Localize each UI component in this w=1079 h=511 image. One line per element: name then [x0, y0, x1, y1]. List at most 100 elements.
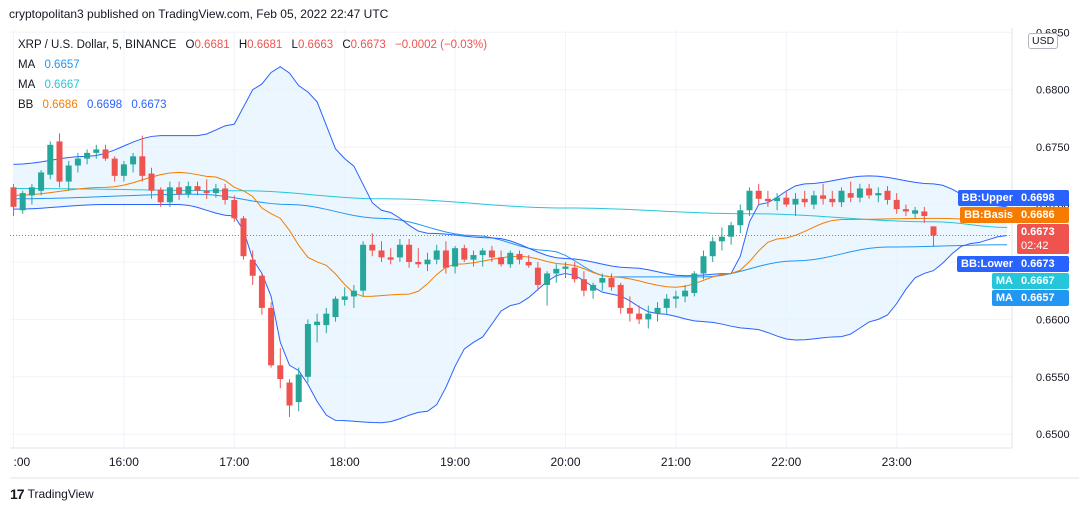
candle-body: [442, 250, 449, 268]
candle: [599, 273, 606, 291]
candle: [728, 221, 735, 245]
candle-body: [783, 197, 790, 205]
candle-body: [396, 244, 403, 258]
candle-body: [323, 313, 330, 326]
candle: [498, 250, 505, 267]
legend-bb-upper: 0.6698: [86, 99, 123, 111]
candle: [534, 261, 541, 291]
y-tick-label: 0.6800: [1036, 85, 1070, 97]
x-tick-label: 23:00: [882, 455, 912, 469]
candle-body: [810, 195, 817, 205]
candle-body: [590, 284, 597, 291]
candle-body: [304, 323, 311, 377]
candle-body: [774, 197, 781, 202]
candle-body: [820, 195, 827, 199]
y-tick-label: 0.6750: [1036, 142, 1070, 154]
candle-body: [856, 188, 863, 198]
candle: [433, 244, 440, 265]
legend-bb-basis: 0.6686: [42, 99, 78, 111]
candle-body: [470, 255, 477, 260]
legend-symbol[interactable]: XRP / U.S. Dollar, 5, BINANCE: [18, 39, 177, 51]
candle-body: [562, 266, 569, 269]
candle-body: [700, 256, 707, 274]
candle-body: [424, 259, 431, 265]
legend-bb-lower: 0.6673: [131, 99, 167, 111]
candle: [479, 248, 486, 267]
candle: [626, 296, 633, 322]
publisher-line: cryptopolitan3 published on TradingView.…: [9, 7, 389, 21]
candle: [222, 183, 229, 205]
candle: [691, 271, 698, 297]
candle: [38, 170, 45, 196]
candle-body: [838, 190, 845, 203]
candle-body: [295, 374, 302, 403]
candle: [875, 187, 882, 203]
candle-body: [84, 152, 91, 159]
candle: [893, 193, 900, 214]
candle: [930, 226, 937, 248]
candle-body: [746, 190, 753, 211]
legend-ma-teal-row[interactable]: MA 0.6667: [18, 75, 493, 95]
candle-body: [406, 244, 413, 262]
candle: [19, 190, 26, 214]
candle-body: [461, 248, 468, 260]
candle: [884, 186, 891, 205]
tradingview-brand[interactable]: 17 TradingView: [10, 486, 94, 502]
candle-body: [866, 188, 873, 196]
candle-body: [479, 250, 486, 256]
candle-body: [507, 252, 514, 265]
candle: [544, 271, 551, 306]
candle: [571, 261, 578, 283]
candles: [10, 133, 937, 417]
candle-body: [350, 290, 357, 297]
candle: [654, 302, 661, 322]
candle-body: [139, 156, 146, 176]
candle-body: [718, 236, 725, 242]
x-tick-label: 17:00: [219, 455, 249, 469]
candle: [755, 183, 762, 205]
candle: [139, 135, 146, 182]
candle: [672, 290, 679, 308]
candle: [65, 160, 72, 191]
candle: [737, 204, 744, 234]
candle: [341, 287, 348, 306]
candle: [10, 183, 17, 217]
candle: [231, 195, 238, 222]
candle: [746, 187, 753, 217]
candle-body: [534, 267, 541, 285]
candle: [921, 206, 928, 223]
candle: [452, 245, 459, 274]
candle-body: [488, 250, 495, 258]
candle-body: [10, 187, 17, 207]
candle: [28, 183, 35, 205]
legend-bb-row[interactable]: BB 0.6686 0.6698 0.6673: [18, 95, 493, 115]
x-tick-label: 18:00: [330, 455, 360, 469]
legend-ma-blue-row[interactable]: MA 0.6657: [18, 55, 493, 75]
candle-body: [452, 248, 459, 267]
candle-body: [19, 193, 26, 211]
candle: [332, 296, 339, 322]
candle: [148, 167, 155, 199]
candle: [166, 181, 173, 207]
candle-body: [847, 193, 854, 198]
candle-body: [130, 156, 137, 165]
candle: [314, 313, 321, 343]
candle: [406, 239, 413, 268]
candle-body: [74, 158, 81, 166]
y-tick-label: 0.6550: [1036, 372, 1070, 384]
tag-bb-upper: BB:Upper 0.6698: [957, 190, 1069, 206]
legend-change: −0.0002 (−0.03%): [395, 39, 488, 51]
candle: [47, 141, 54, 180]
candle: [608, 273, 615, 291]
x-tick-label: 22:00: [771, 455, 801, 469]
candle: [369, 233, 376, 257]
candle: [212, 183, 219, 198]
candle-body: [258, 275, 265, 308]
candle-body: [737, 210, 744, 226]
candle: [590, 282, 597, 299]
legend-high: H0.6681: [238, 39, 283, 51]
candle-body: [185, 186, 192, 195]
candle-body: [571, 267, 578, 280]
currency-badge[interactable]: USD: [1028, 33, 1059, 49]
